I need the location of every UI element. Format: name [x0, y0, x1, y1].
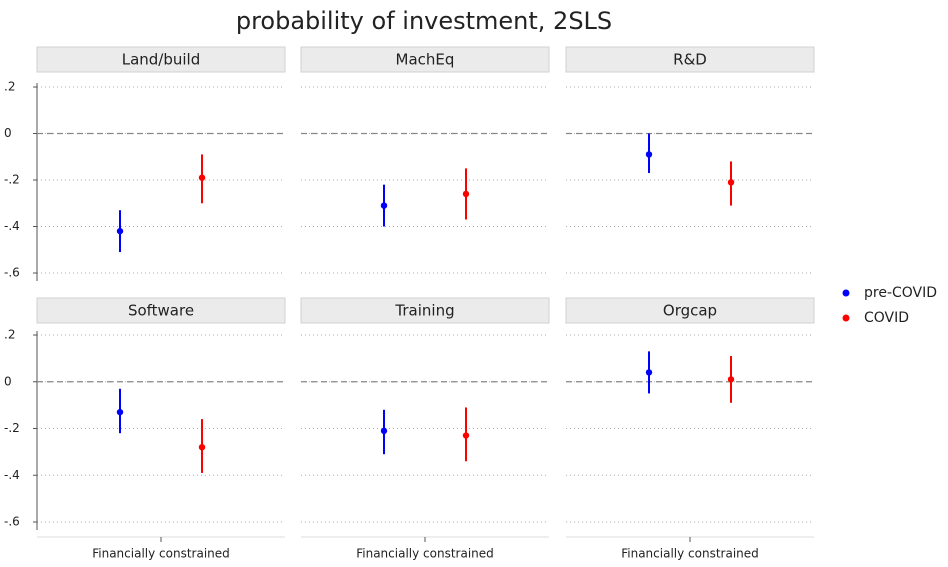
x-tick-label: Financially constrained — [621, 547, 759, 561]
legend-label: pre-COVID — [864, 285, 937, 301]
panel-strip — [565, 297, 815, 324]
panel-title: Orgcap — [663, 302, 717, 320]
point — [198, 444, 206, 451]
point — [727, 179, 735, 186]
point — [727, 376, 735, 383]
y-tick-label: -.2 — [4, 421, 20, 435]
y-tick-label: 0 — [4, 374, 12, 388]
y-tick-label: .2 — [4, 328, 15, 342]
point — [645, 369, 653, 376]
y-tick-label: -.4 — [4, 468, 20, 482]
panel-strip — [300, 297, 550, 324]
panel-title: Training — [394, 302, 454, 320]
panel-title: Software — [128, 302, 194, 320]
panel-strip — [300, 46, 550, 73]
point — [645, 151, 653, 158]
point — [462, 432, 470, 439]
y-tick-label: -.2 — [4, 173, 20, 187]
x-tick-label: Financially constrained — [356, 547, 494, 561]
y-tick-label: -.6 — [4, 515, 20, 529]
chart-title: probability of investment, 2SLS — [236, 7, 612, 35]
point — [380, 202, 388, 209]
panel-strip — [36, 297, 286, 324]
y-tick-label: 0 — [4, 126, 12, 140]
panel-strip — [565, 46, 815, 73]
y-tick-label: .2 — [4, 80, 15, 94]
legend-marker — [842, 289, 850, 297]
point — [116, 408, 124, 416]
point — [198, 174, 206, 181]
legend-marker — [842, 314, 850, 322]
panel-strip — [36, 46, 286, 73]
panel-title: R&D — [673, 51, 707, 69]
x-tick-label: Financially constrained — [92, 547, 230, 561]
y-tick-label: -.4 — [4, 219, 20, 233]
point — [116, 227, 124, 235]
legend-label: COVID — [864, 310, 909, 326]
panel-title: Land/build — [122, 51, 201, 69]
panel-title: MachEq — [396, 51, 455, 69]
point — [380, 427, 388, 435]
y-tick-label: -.6 — [4, 266, 20, 280]
point — [462, 190, 470, 198]
